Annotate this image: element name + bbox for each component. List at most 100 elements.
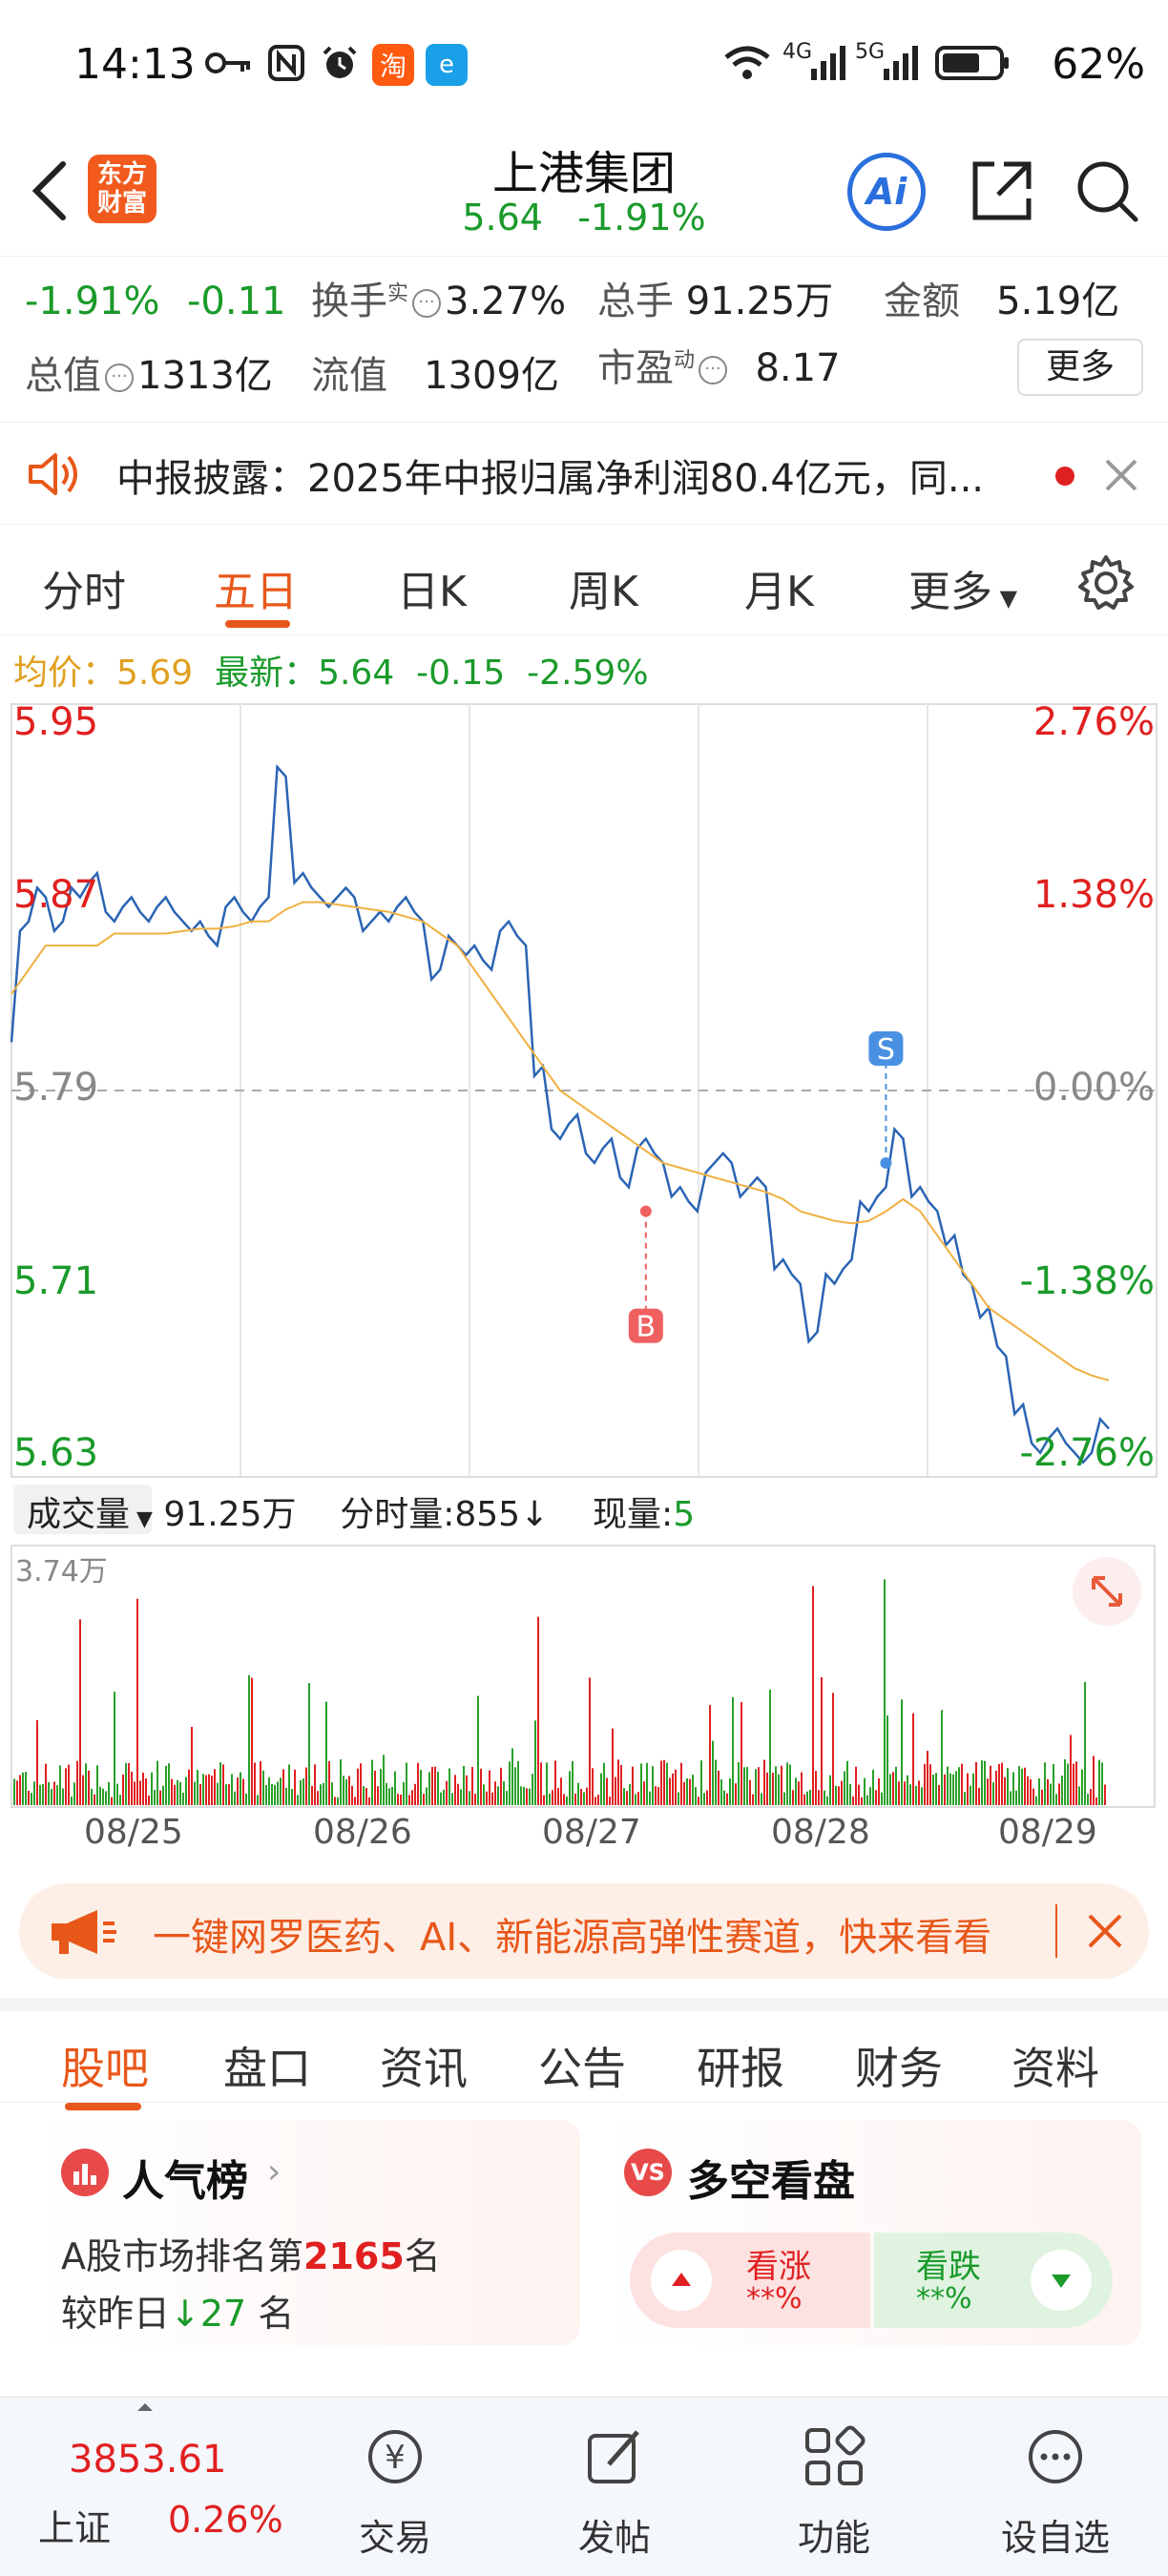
- back-icon[interactable]: [25, 153, 73, 229]
- volume-selector[interactable]: [13, 1485, 152, 1534]
- volume-bar: [102, 1788, 104, 1805]
- volume-bar: [921, 1787, 923, 1805]
- volume-chart[interactable]: [0, 1538, 1168, 1815]
- volume-bar: [929, 1764, 931, 1805]
- tab-more[interactable]: 更多 ▼: [908, 557, 1017, 618]
- pe-sup: 动: [674, 348, 696, 373]
- volume-bar: [202, 1774, 204, 1805]
- y-tick-right: -2.76%: [1019, 1431, 1155, 1475]
- volume-bar: [142, 1772, 144, 1805]
- volume-bar: [337, 1797, 339, 1805]
- volume-bar: [998, 1764, 1000, 1805]
- tab-forum[interactable]: 股吧: [61, 2043, 149, 2094]
- tab-research[interactable]: 研报: [697, 2043, 784, 2094]
- y-tick-right: 0.00%: [1032, 1066, 1155, 1110]
- volume-bar: [222, 1764, 224, 1805]
- volume-bar: [305, 1767, 307, 1805]
- volume-bar: [546, 1762, 548, 1805]
- popularity-card[interactable]: 人气榜 › A股市场排名第2165名 较昨日↓27 名: [38, 2120, 580, 2345]
- volume-bar: [242, 1778, 244, 1805]
- expand-icon[interactable]: [1073, 1557, 1141, 1626]
- bull-button[interactable]: 看涨 **%: [630, 2233, 870, 2328]
- volume-bar: [460, 1789, 462, 1805]
- volume-bar: [672, 1773, 674, 1805]
- search-icon[interactable]: [1071, 155, 1143, 227]
- volume-bar: [709, 1705, 711, 1805]
- volume-bar: [217, 1782, 219, 1805]
- close-icon[interactable]: [1084, 1910, 1126, 1952]
- tab-five-day[interactable]: 五日: [214, 568, 298, 616]
- volume-bar: [268, 1776, 270, 1805]
- info-icon[interactable]: ···: [105, 364, 134, 392]
- volume-bar: [632, 1766, 634, 1805]
- volume-bar: [657, 1787, 659, 1805]
- volume-bar: [680, 1762, 682, 1805]
- volume-bar: [866, 1795, 868, 1805]
- volume-bar: [231, 1774, 233, 1805]
- info-icon[interactable]: ···: [699, 356, 728, 384]
- latest-value: 5.64: [318, 654, 395, 693]
- tab-financials[interactable]: 财务: [855, 2043, 943, 2094]
- tab-weekly-k[interactable]: 周K: [569, 568, 638, 616]
- nav-functions[interactable]: 功能: [739, 2398, 929, 2576]
- more-button[interactable]: 更多: [1017, 339, 1143, 396]
- nav-post[interactable]: 发帖: [519, 2398, 710, 2576]
- share-icon[interactable]: [966, 155, 1038, 227]
- logo-text-1: 东方: [96, 160, 147, 189]
- signal-icon-4g: 4G: [782, 40, 849, 82]
- index-ticker[interactable]: 3853.61 上证 0.26%: [0, 2398, 286, 2576]
- volume-bar: [801, 1772, 803, 1805]
- volume-bar: [139, 1780, 141, 1805]
- volume-bar: [79, 1619, 81, 1805]
- ai-assistant-icon[interactable]: Ai: [847, 153, 926, 231]
- volume-bar: [1018, 1766, 1020, 1805]
- logo-text-2: 财富: [96, 189, 147, 218]
- tab-monthly-k[interactable]: 月K: [744, 568, 814, 616]
- volume-bar: [990, 1765, 991, 1805]
- close-icon[interactable]: [1099, 453, 1143, 497]
- volume-bar: [729, 1778, 731, 1805]
- volume-bar: [194, 1781, 196, 1805]
- volume-bar: [294, 1769, 296, 1805]
- tab-announcements[interactable]: 公告: [538, 2043, 626, 2094]
- volume-bar: [291, 1789, 293, 1805]
- promo-banner[interactable]: 一键网罗医药、AI、新能源高弹性赛道，快来看看: [19, 1883, 1149, 1979]
- volume-bar: [835, 1785, 837, 1805]
- volume-bar: [1035, 1796, 1037, 1805]
- tab-daily-k[interactable]: 日K: [397, 568, 467, 616]
- volume-bar: [984, 1760, 986, 1805]
- volume-bar: [154, 1789, 156, 1805]
- volume-bar: [1093, 1755, 1095, 1805]
- volume-bar: [71, 1797, 73, 1805]
- bull-bear-card[interactable]: VS 多空看盘 看涨 **% 看跌 **%: [601, 2120, 1141, 2345]
- tab-news[interactable]: 资讯: [380, 2043, 468, 2094]
- bear-button[interactable]: 看跌 **%: [874, 2233, 1113, 2328]
- tab-intraday[interactable]: 分时: [42, 568, 126, 616]
- volume-bar: [529, 1788, 531, 1805]
- volume-bar: [560, 1777, 562, 1805]
- volume-bar: [394, 1771, 396, 1805]
- tab-order-book[interactable]: 盘口: [223, 2043, 311, 2094]
- volume-bar: [992, 1782, 994, 1805]
- volume-bar: [1104, 1784, 1106, 1805]
- announcement-bar[interactable]: 中报披露：2025年中报归属净利润80.4亿元，同...: [0, 422, 1168, 525]
- volume-selector-label[interactable]: 成交量: [27, 1495, 131, 1534]
- volume-bar: [105, 1791, 107, 1805]
- volume-bar: [580, 1788, 582, 1805]
- current-volume-label: 现量:: [593, 1495, 674, 1534]
- volume-bar: [1095, 1797, 1097, 1805]
- volume-bar: [698, 1797, 699, 1805]
- price-chart[interactable]: BS: [0, 696, 1168, 1479]
- nav-add-watchlist[interactable]: 设自选: [960, 2398, 1151, 2576]
- gear-icon[interactable]: [1076, 553, 1136, 613]
- volume-bar: [557, 1788, 559, 1805]
- info-icon[interactable]: ···: [412, 289, 442, 318]
- volume-bar: [912, 1713, 914, 1805]
- volume-bar: [703, 1793, 705, 1805]
- trade-icon: ¥: [361, 2422, 429, 2491]
- tab-profile[interactable]: 资料: [1012, 2043, 1099, 2094]
- volume-bar: [323, 1782, 324, 1805]
- volume-bar: [116, 1783, 118, 1805]
- nav-trade[interactable]: ¥ 交易: [300, 2398, 490, 2576]
- volume-bar: [952, 1774, 954, 1805]
